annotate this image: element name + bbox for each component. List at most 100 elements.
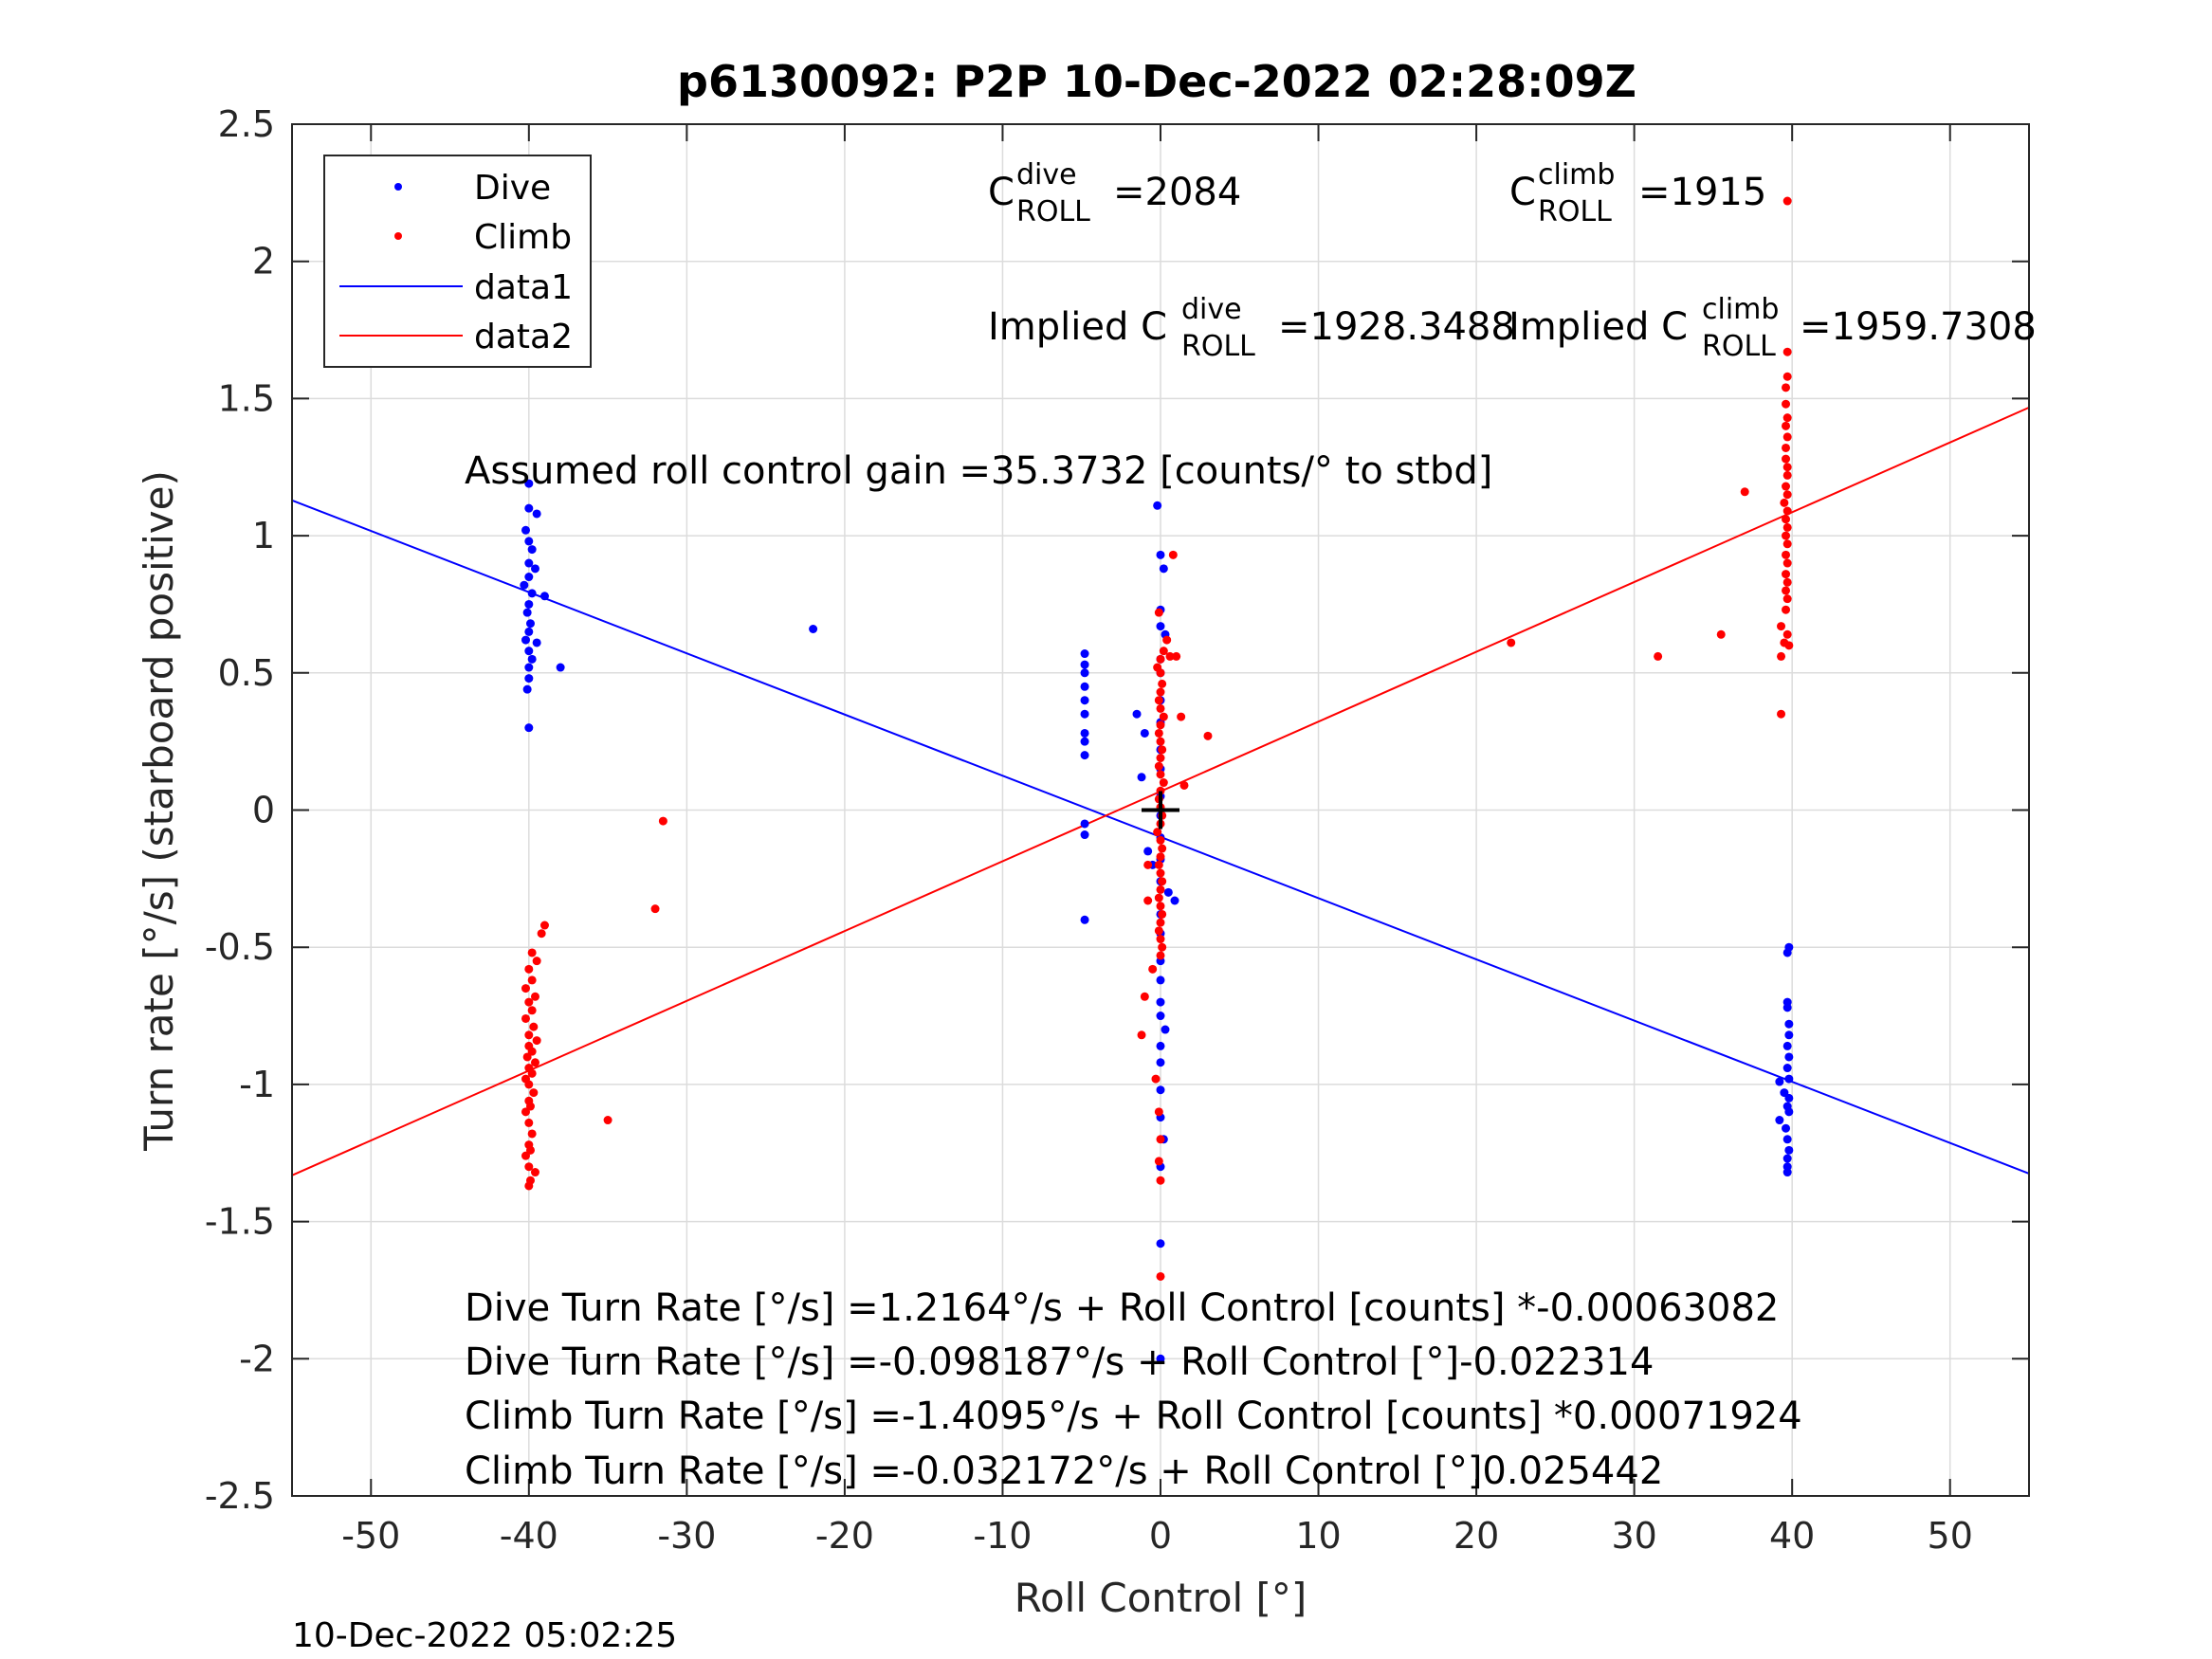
- x-tick-labels: -50 -40 -30 -20 -10 0 10 20 30 40 50: [341, 1515, 1973, 1557]
- climb-equation-counts: Climb Turn Rate [°/s] =-1.4095°/s + Roll…: [465, 1395, 1802, 1438]
- point-climb: [1172, 651, 1181, 661]
- point-dive: [1080, 649, 1089, 659]
- point-climb: [1154, 1157, 1163, 1166]
- point-climb: [524, 997, 534, 1007]
- point-climb: [1654, 651, 1663, 661]
- y-tick-label: -1.5: [205, 1201, 275, 1243]
- y-tick-label: 0: [252, 790, 275, 831]
- point-dive: [1782, 1041, 1792, 1050]
- point-dive: [1156, 997, 1165, 1007]
- y-tick-label: 0.5: [218, 652, 275, 694]
- point-dive: [1080, 660, 1089, 669]
- x-tick-label: 40: [1769, 1515, 1815, 1557]
- point-dive: [1080, 696, 1089, 705]
- x-tick-label: -40: [500, 1515, 558, 1557]
- point-dive: [521, 635, 530, 645]
- point-climb: [527, 1006, 537, 1015]
- point-climb: [527, 1129, 537, 1139]
- point-climb: [1777, 622, 1786, 631]
- point-climb: [1156, 1271, 1165, 1281]
- point-climb: [1782, 463, 1792, 472]
- point-climb: [524, 1181, 534, 1191]
- y-tick-label: 1: [252, 515, 275, 556]
- point-dive: [1784, 1052, 1794, 1062]
- x-tick-label: -20: [815, 1515, 874, 1557]
- point-climb: [1154, 860, 1163, 869]
- point-dive: [1782, 1168, 1792, 1177]
- x-tick-label: -50: [341, 1515, 400, 1557]
- point-dive: [1161, 1025, 1170, 1034]
- point-dive: [1080, 751, 1089, 760]
- point-climb: [1782, 570, 1791, 579]
- point-dive: [520, 580, 529, 590]
- point-climb: [1156, 737, 1165, 746]
- c-climb-sup: climb: [1538, 158, 1615, 191]
- x-tick-label: 30: [1611, 1515, 1656, 1557]
- point-dive: [1156, 550, 1165, 559]
- y-tick-label: -1: [239, 1064, 275, 1105]
- point-climb: [1156, 1135, 1165, 1144]
- point-climb: [1777, 651, 1786, 661]
- x-tick-label: -10: [973, 1515, 1032, 1557]
- point-climb: [658, 816, 667, 826]
- point-climb: [1782, 515, 1791, 524]
- point-climb: [1156, 687, 1165, 697]
- point-climb: [1740, 487, 1749, 497]
- c-dive-sup: dive: [1016, 158, 1077, 191]
- point-dive: [1782, 1135, 1792, 1144]
- point-dive: [1143, 847, 1153, 856]
- point-climb: [521, 1013, 530, 1023]
- point-climb: [1154, 696, 1163, 705]
- y-tick-label: 2: [252, 241, 275, 283]
- point-climb: [1782, 577, 1792, 587]
- point-climb: [529, 1088, 539, 1098]
- point-climb: [1782, 594, 1792, 604]
- point-dive: [1784, 1074, 1794, 1084]
- implied-dive-value: =1928.3488: [1278, 305, 1515, 349]
- point-climb: [1782, 470, 1792, 480]
- point-climb: [1154, 608, 1163, 617]
- point-climb: [1156, 668, 1165, 678]
- point-climb: [1153, 828, 1162, 837]
- point-climb: [1156, 770, 1165, 779]
- point-dive: [524, 558, 534, 568]
- point-climb: [1780, 498, 1789, 507]
- point-dive: [524, 663, 534, 672]
- point-climb: [1159, 778, 1168, 788]
- point-climb: [1782, 482, 1791, 491]
- point-dive: [1782, 1003, 1792, 1012]
- point-dive: [1775, 1077, 1784, 1086]
- x-axis-label: Roll Control [°]: [1015, 1575, 1307, 1621]
- point-dive: [1080, 737, 1089, 746]
- implied-dive-sup: dive: [1181, 293, 1242, 326]
- point-dive: [524, 723, 534, 733]
- point-dive: [524, 674, 534, 684]
- x-tick-label: 10: [1295, 1515, 1341, 1557]
- x-tick-label: 20: [1453, 1515, 1499, 1557]
- point-dive: [1080, 668, 1089, 678]
- point-climb: [1156, 951, 1165, 960]
- point-climb: [1158, 877, 1167, 886]
- point-dive: [1080, 819, 1089, 829]
- point-climb: [1156, 754, 1165, 763]
- footer-timestamp: 10-Dec-2022 05:02:25: [292, 1616, 677, 1655]
- y-tick-label: 1.5: [218, 377, 275, 419]
- point-climb: [650, 904, 660, 914]
- point-dive: [524, 537, 534, 546]
- point-dive: [1784, 1030, 1794, 1040]
- point-climb: [1177, 712, 1186, 721]
- point-climb: [1203, 731, 1213, 740]
- point-dive: [1156, 1085, 1165, 1095]
- point-dive: [524, 573, 534, 582]
- point-dive: [524, 503, 534, 513]
- point-climb: [1507, 638, 1516, 647]
- point-climb: [527, 975, 537, 985]
- implied-dive-prefix: Implied C: [988, 305, 1167, 349]
- c-climb-sub: ROLL: [1538, 195, 1612, 228]
- point-climb: [1782, 421, 1791, 430]
- point-dive: [1137, 773, 1146, 782]
- point-climb: [1156, 935, 1165, 944]
- point-climb: [524, 1118, 534, 1127]
- y-tick-label: -2: [239, 1338, 275, 1379]
- point-climb: [1140, 992, 1149, 1001]
